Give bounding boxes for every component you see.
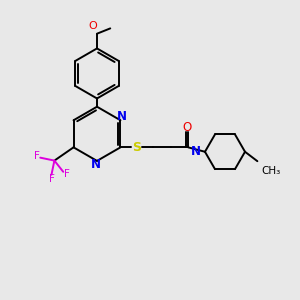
Text: F: F (49, 174, 54, 184)
Text: CH₃: CH₃ (261, 166, 280, 176)
Text: O: O (89, 21, 98, 31)
Text: S: S (132, 141, 141, 154)
Text: N: N (190, 145, 200, 158)
Text: N: N (117, 110, 127, 123)
Text: O: O (182, 122, 192, 134)
Text: F: F (64, 169, 70, 179)
Text: N: N (91, 158, 101, 171)
Text: F: F (34, 152, 40, 161)
